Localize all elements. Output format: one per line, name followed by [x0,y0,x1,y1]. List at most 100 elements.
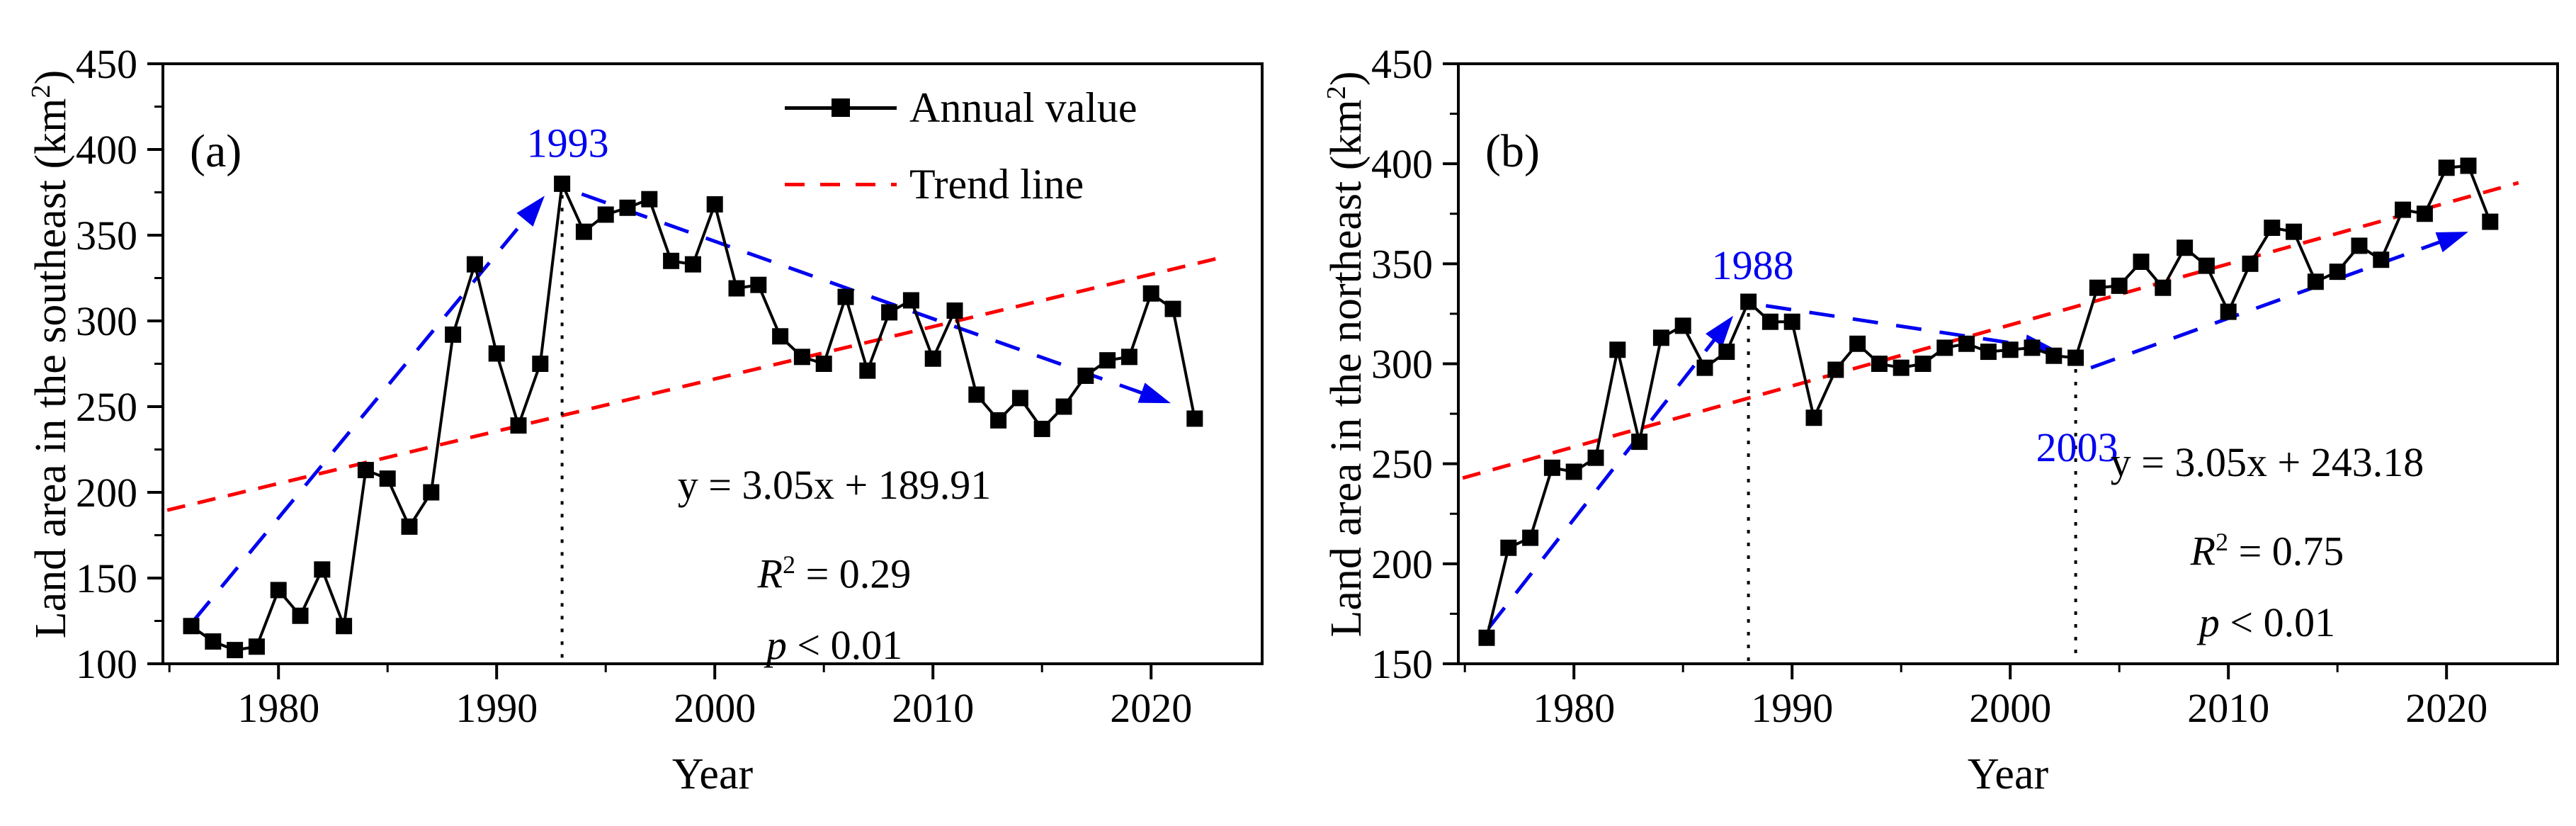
data-point-marker [793,349,810,366]
y-axis-title-b-superscript: 2 [1322,86,1352,100]
data-point-marker [510,417,527,434]
data-point-marker [1936,339,1953,356]
data-point-marker [1543,459,1560,476]
r-squared-a: R2 = 0.29 [678,525,991,605]
data-point-marker [2373,251,2390,268]
p-value-text-b: < 0.01 [2219,599,2336,645]
p-value-text-a: < 0.01 [786,622,903,668]
change-point-year-label: 1988 [1712,242,1794,288]
data-point-marker [2002,341,2019,358]
data-point-marker [1565,463,1582,480]
data-point-marker [554,175,571,192]
data-point-marker [1761,313,1778,330]
data-point-marker [575,223,592,240]
data-point-marker [2482,213,2499,230]
legend-annual-value-label: Annual value [909,84,1137,131]
x-tick-label: 1980 [237,685,319,731]
data-point-marker [2177,239,2194,256]
data-point-marker [1077,367,1094,384]
data-point-marker [2198,257,2215,274]
data-point-marker [1186,410,1203,427]
data-point-marker [2242,255,2259,272]
y-tick-label: 200 [76,470,137,516]
y-tick-label: 250 [1371,441,1433,487]
data-point-marker [1718,344,1735,361]
data-point-marker [466,256,483,273]
x-tick-label: 2020 [1110,685,1192,731]
regression-equation-a: y = 3.05x + 189.91 [677,462,992,508]
data-point-marker [1849,335,1866,352]
data-point-marker [815,356,832,372]
data-point-marker [1609,341,1626,358]
change-point-year-label: 2003 [2036,424,2118,470]
r-squared-value-b: = 0.75 [2228,528,2344,575]
annual-value-line-sample [785,98,897,117]
x-tick-label: 1980 [1533,685,1615,731]
data-point-marker [2395,201,2412,218]
data-point-marker [837,288,854,305]
data-point-marker [1827,361,1844,378]
data-point-marker [292,607,309,624]
data-point-marker [597,206,614,223]
data-point-marker [1522,529,1539,546]
data-point-marker [990,412,1007,429]
breakpoint-arrowhead-icon [1706,315,1734,347]
breakpoint-arrow-line [1487,333,1720,629]
data-point-marker [2460,157,2477,174]
chart-b-plot: 150 200 250 300 350 400 450 1980 1990 2000 2010 202… [1371,41,2559,731]
r-symbol-a: R [757,550,783,597]
data-point-marker [379,470,396,487]
y-tick-label: 250 [76,384,137,430]
data-point-marker [1696,359,1713,376]
change-point-year-label: 1993 [527,120,609,166]
data-point-marker [357,462,374,479]
data-point-marker [2111,277,2128,294]
data-point-marker [401,518,418,535]
data-point-marker [1587,449,1604,466]
y-axis-title-a-text: Land area in the southeast (km [26,98,75,639]
y-axis-title-b-text: Land area in the northeast (km [1322,99,1371,638]
data-point-marker [684,256,701,273]
data-point-marker [2089,279,2106,296]
data-point-marker [1099,352,1116,369]
data-point-marker [2351,237,2368,254]
data-point-marker [314,561,331,578]
trend-line-sample [785,182,897,186]
data-point-marker [1120,349,1137,366]
data-point-marker [1631,434,1648,451]
y-tick-label: 300 [1371,341,1433,387]
data-point-marker [859,362,876,379]
y-tick-label: 400 [76,127,137,173]
y-tick-label: 150 [1371,641,1433,687]
y-tick-label: 150 [76,555,137,601]
breakpoint-arrow-line [581,192,1149,397]
data-point-marker [1674,317,1691,334]
trend-line [1462,181,2519,480]
data-point-marker [2067,349,2084,366]
data-point-marker [924,350,941,367]
data-point-marker [2307,273,2324,290]
x-tick-label: 2010 [2187,685,2269,731]
data-point-marker [2264,220,2281,237]
r-symbol-b: R [2190,528,2216,575]
data-point-marker [2220,303,2237,320]
data-point-marker [1055,398,1072,415]
x-axis-title-a: Year [671,750,754,798]
panel-b: 150 200 250 300 350 400 450 1980 1990 2000 2010 202… [1295,0,2576,826]
data-point-marker [183,618,200,635]
data-point-marker [445,326,462,343]
data-point-marker [2329,264,2346,281]
chart-a-plot: 100 150 200 250 300 350 400 450 1980 1990 2000 2010… [76,41,1264,731]
breakpoint-arrowhead-icon [1137,383,1171,404]
breakpoint-arrow-line [192,213,531,623]
p-value-b: p < 0.01 [2111,582,2424,662]
data-point-marker [750,276,767,293]
annual-value-marker-icon [832,98,850,117]
data-point-marker [1142,285,1159,302]
data-point-marker [1164,300,1181,317]
x-tick-label: 1990 [455,685,538,731]
y-axis-title-b-close: ) [1322,71,1371,86]
trend-line [166,255,1224,512]
data-point-marker [2046,347,2062,364]
p-symbol-b: p [2198,599,2220,645]
